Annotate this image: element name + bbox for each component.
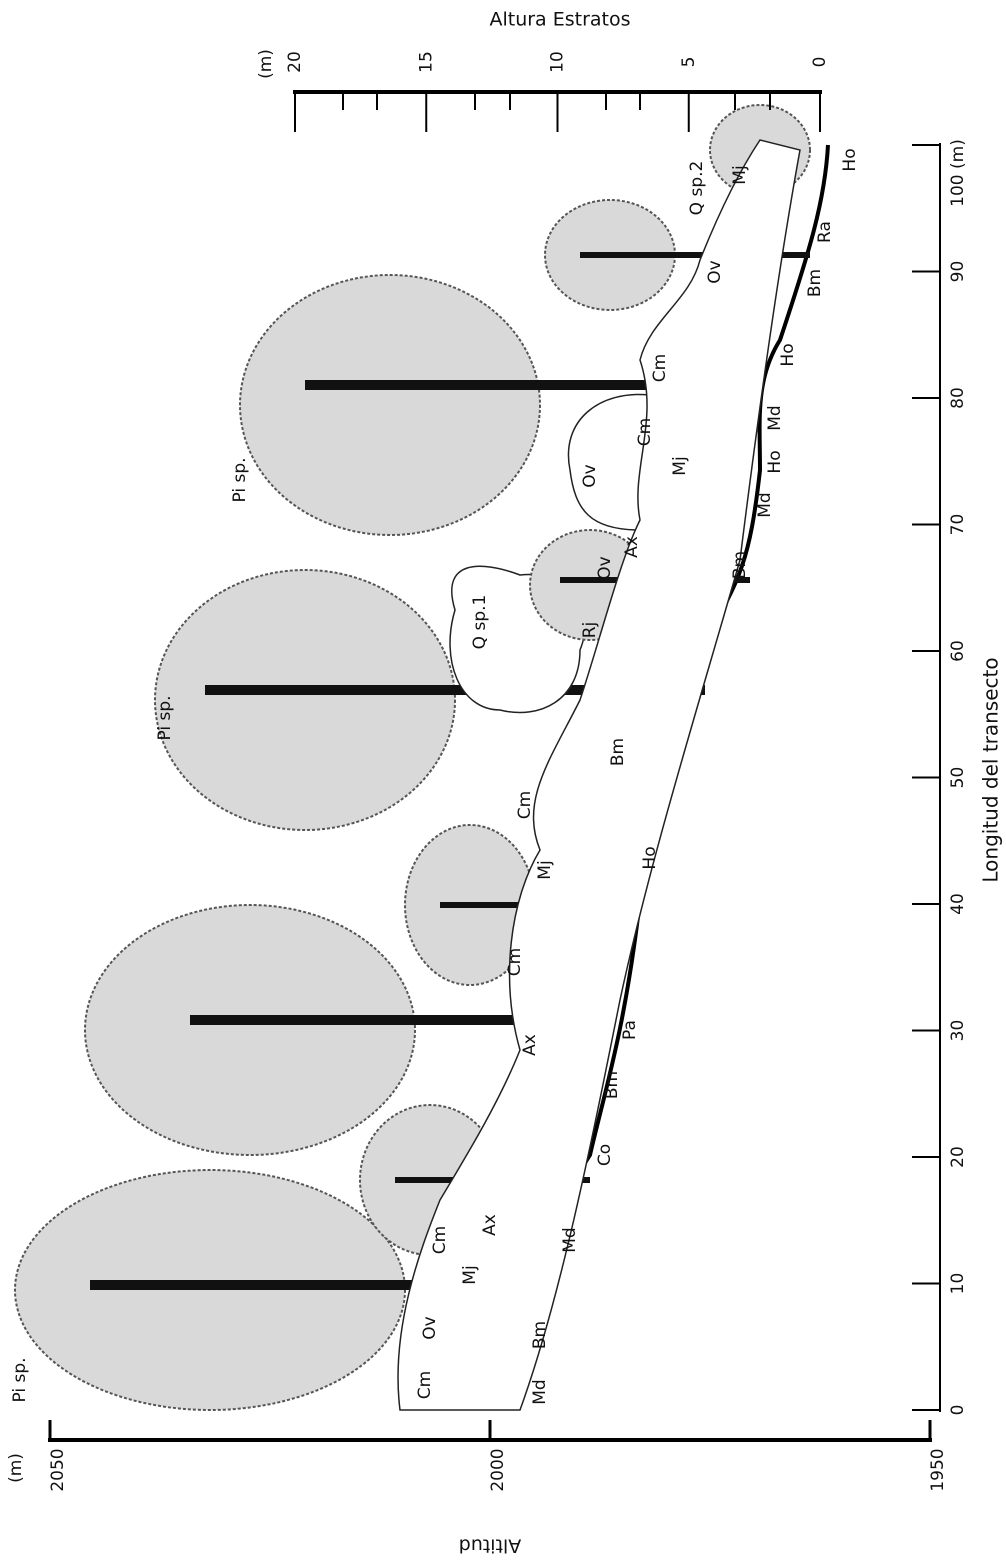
species-label: Cm (650, 354, 670, 382)
tick-label: 2000 (488, 1448, 508, 1491)
axis-unit: (m) (6, 1453, 26, 1483)
tick-label: 2050 (48, 1448, 68, 1491)
species-label: Rj (580, 622, 600, 639)
axis-title: Altitud (459, 1535, 522, 1557)
tick-label: 100 (m) (948, 139, 968, 207)
tick-label: 10 (948, 1273, 968, 1295)
species-label: Ax (622, 536, 642, 558)
species-label: Pi sp. (230, 457, 250, 502)
species-label: Mj (730, 165, 750, 184)
tick-label: 50 (948, 767, 968, 789)
tree-crown (239, 274, 541, 536)
species-label: Ax (520, 1034, 540, 1056)
tick-label: 0 (810, 57, 830, 68)
species-label: Ov (580, 464, 600, 487)
tick-label: 15 (416, 51, 436, 73)
tree-crown (154, 569, 456, 831)
species-label: Pi sp. (155, 695, 175, 740)
tick-label: 70 (948, 514, 968, 536)
species-label: Cm (415, 1371, 435, 1399)
species-label: Cm (505, 948, 525, 976)
species-label: Ov (595, 556, 615, 579)
species-label: Md (765, 405, 785, 430)
tree-crown (84, 904, 416, 1156)
tick-label: 0 (948, 1405, 968, 1416)
tick-label: 30 (948, 1020, 968, 1042)
species-label: Bm (805, 269, 825, 297)
species-label: Q sp.2 (687, 161, 707, 216)
axis-title: Altura Estratos (489, 9, 630, 31)
species-label: Md (755, 492, 775, 517)
species-label: Ra (815, 221, 835, 243)
species-label: Mj (535, 860, 555, 879)
tick-label: 90 (948, 261, 968, 283)
species-label: Bm (730, 551, 750, 579)
species-label: Co (595, 1144, 615, 1166)
shrub-layer (397, 139, 801, 1411)
species-label: Pa (620, 1020, 640, 1040)
species-label: Mj (460, 1265, 480, 1284)
species-label: Ov (420, 1316, 440, 1339)
species-label: Ho (765, 450, 785, 473)
species-label: Ho (640, 846, 660, 869)
species-label: Ho (840, 148, 860, 171)
species-label: Pi sp. (10, 1357, 30, 1402)
species-label: Ov (705, 260, 725, 283)
species-label: Cm (430, 1226, 450, 1254)
species-label: Bm (530, 1321, 550, 1349)
tick-label: 40 (948, 893, 968, 915)
species-label: Q sp.1 (470, 595, 490, 650)
species-label: Md (530, 1379, 550, 1404)
axis-unit: (m) (256, 49, 276, 79)
species-label: Ax (480, 1214, 500, 1236)
axis-title: Longitud del transecto (979, 657, 1003, 882)
tick-label: 10 (548, 51, 568, 73)
species-label: Mj (670, 456, 690, 475)
species-label: Bm (602, 1071, 622, 1099)
species-label: Ho (778, 343, 798, 366)
vegetation (14, 104, 830, 1411)
tick-label: 20 (285, 51, 305, 73)
tick-label: 60 (948, 640, 968, 662)
species-label: Cm (635, 418, 655, 446)
species-label: Bm (608, 738, 628, 766)
tick-label: 1950 (928, 1448, 948, 1491)
tick-label: 5 (679, 57, 699, 68)
tick-label: 80 (948, 387, 968, 409)
species-label: Md (560, 1227, 580, 1252)
species-label: Cm (515, 791, 535, 819)
tick-label: 20 (948, 1146, 968, 1168)
